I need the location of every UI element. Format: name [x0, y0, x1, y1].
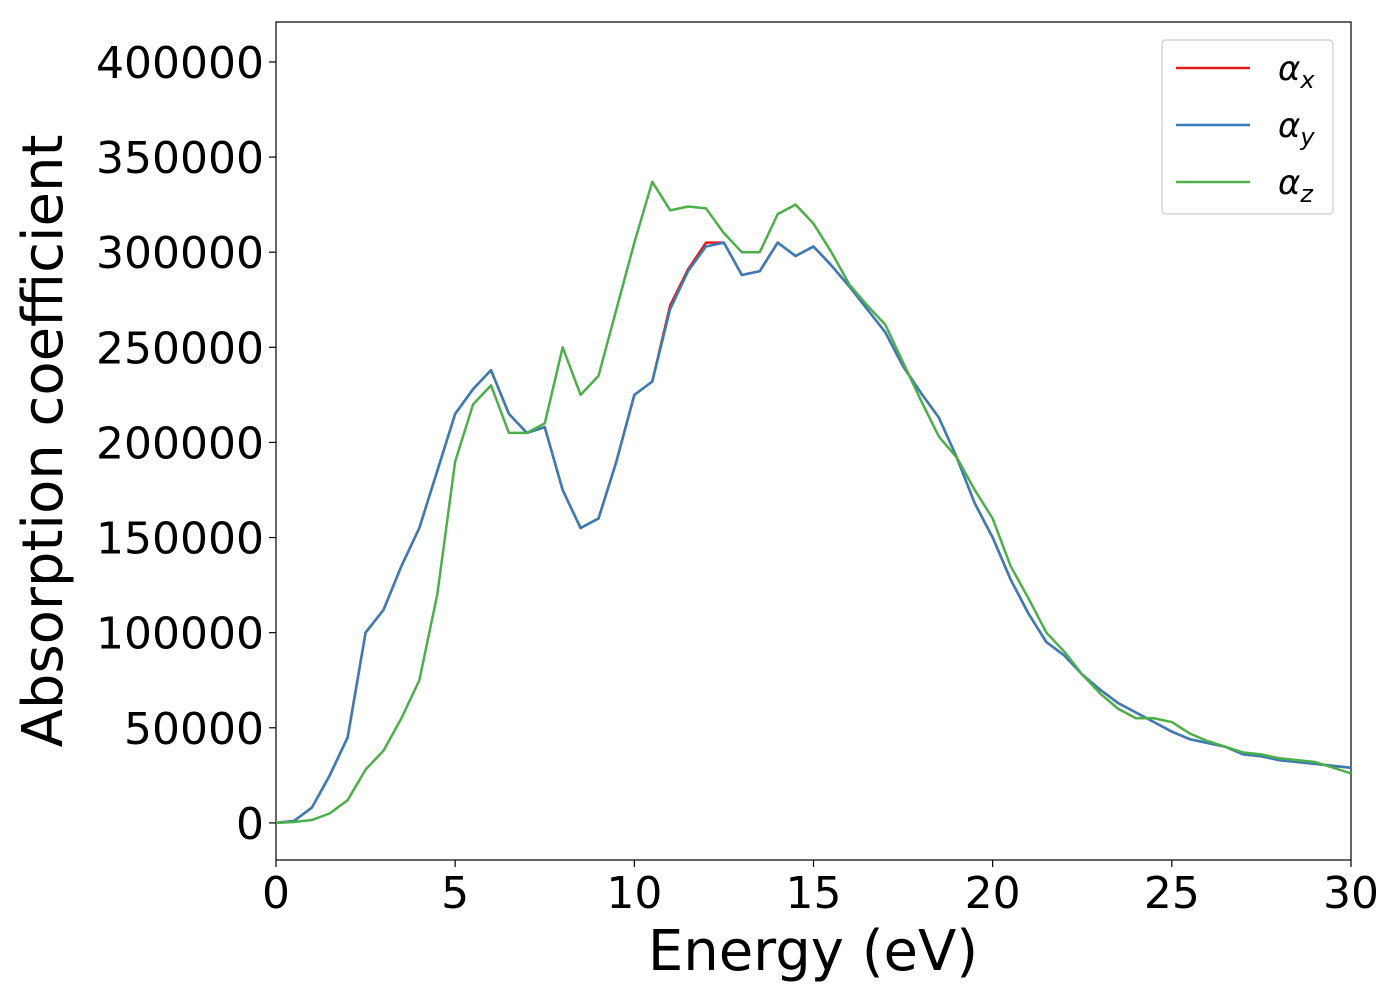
y-tick-label: 350000	[96, 133, 264, 184]
legend-box	[1161, 39, 1334, 215]
y-tick-label: 150000	[96, 514, 264, 565]
x-tick-label: 30	[1323, 868, 1379, 919]
y-tick-label: 400000	[96, 38, 264, 89]
x-tick-label: 25	[1144, 868, 1200, 919]
y-tick-label: 300000	[96, 228, 264, 279]
x-tick-label: 15	[786, 868, 842, 919]
legend-label: αz	[1278, 163, 1314, 208]
data-line	[275, 241, 1352, 825]
data-line	[275, 180, 1352, 825]
legend-label: αy	[1278, 106, 1315, 151]
y-tick-label: 100000	[96, 609, 264, 660]
y-tick-label: 50000	[124, 704, 264, 755]
y-tick-label: 250000	[96, 323, 264, 374]
x-tick-label: 5	[441, 868, 469, 919]
y-axis-label: Absorption coefficient	[11, 135, 76, 748]
x-tick-label: 0	[262, 868, 290, 919]
x-axis-label: Energy (eV)	[648, 919, 978, 984]
x-tick-label: 10	[606, 868, 662, 919]
y-tick-label: 0	[236, 799, 264, 850]
data-line	[275, 241, 1352, 825]
y-tick-label: 200000	[96, 418, 264, 469]
legend-label: αx	[1278, 49, 1315, 94]
x-tick-label: 20	[965, 868, 1021, 919]
